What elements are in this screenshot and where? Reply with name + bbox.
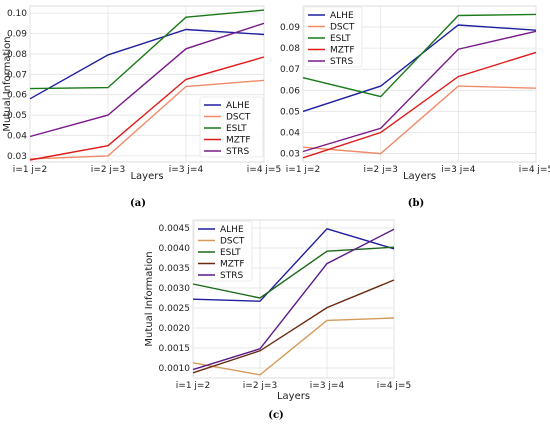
legend-entry: ESLT [226, 124, 247, 134]
y-tick-label: 0.08 [7, 50, 27, 60]
x-tick-label: i=3 j=4 [310, 381, 345, 391]
panel-a: 0.03 0.04 0.05 0.06 0.07 0.08 0.09 0.10 i=1 j=2 i… [2, 5, 281, 209]
legend-entry: STRS [330, 57, 353, 67]
panel-caption: (b) [408, 198, 424, 209]
y-tick-label: 0.0010 [159, 364, 191, 374]
y-tick-label: 0.04 [7, 131, 27, 141]
series-line-alhe [192, 228, 395, 302]
y-tick-label: 0.08 [280, 44, 300, 54]
y-tick-label: 0.0045 [159, 224, 191, 234]
legend-entry: DSCT [220, 237, 245, 247]
series-line-dsct [192, 317, 395, 376]
legend-entry: MZTF [330, 46, 355, 56]
series-line-mztf [29, 56, 265, 161]
legend-entry: MZTF [220, 260, 245, 270]
y-tick-label: 0.05 [7, 111, 27, 121]
series-line-strs [302, 30, 537, 153]
series-line-eslt [192, 246, 395, 299]
y-tick-label: 0.03 [280, 150, 300, 160]
series-line-eslt [29, 9, 265, 90]
x-tick-label: i=4 j=5 [377, 381, 411, 391]
legend-entry: ESLT [330, 34, 351, 44]
series-line-mztf [302, 51, 537, 159]
y-tick-label: 0.0025 [159, 304, 191, 314]
panel-c: 0.0010 0.0015 0.0020 0.0025 0.0030 0.0035 0.00… [144, 219, 411, 421]
y-tick-label: 0.05 [280, 107, 300, 117]
x-tick-label: i=2 j=3 [363, 165, 397, 175]
legend-entry: ESLT [220, 248, 241, 258]
x-tick-label: i=2 j=3 [91, 165, 125, 175]
series-line-alhe [29, 28, 265, 100]
y-tick-label: 0.04 [280, 128, 300, 138]
y-tick-label: 0.06 [280, 86, 300, 96]
y-tick-label: 0.0035 [159, 264, 191, 274]
y-tick-label: 0.0040 [159, 244, 191, 254]
series-line-dsct [29, 79, 265, 160]
legend-box [193, 220, 253, 282]
legend-entry: DSCT [226, 113, 251, 123]
legend-entry: DSCT [330, 23, 355, 33]
legend-entry: ALHE [220, 225, 244, 235]
x-tick-label: i=2 j=3 [243, 381, 277, 391]
x-tick-label: i=1 j=2 [176, 381, 210, 391]
y-tick-label: 0.10 [7, 9, 27, 19]
y-tick-label: 0.0030 [159, 284, 191, 294]
legend-box [199, 96, 264, 158]
y-tick-label: 0.09 [280, 23, 300, 33]
legend-entry: STRS [220, 271, 243, 281]
panel-caption: (a) [130, 198, 146, 209]
x-axis-label: Layers [130, 171, 163, 182]
x-tick-label: i=3 j=4 [441, 165, 476, 175]
series-line-strs [192, 228, 395, 371]
x-axis-label: Layers [277, 391, 310, 402]
series-line-mztf [192, 279, 395, 374]
y-tick-label: 0.0020 [159, 324, 191, 334]
x-axis-label: Layers [403, 171, 436, 182]
panel-caption: (c) [268, 410, 284, 421]
y-axis-label: Mutual Information [144, 251, 155, 346]
x-tick-label: i=3 j=4 [169, 165, 204, 175]
legend-entry: ALHE [330, 11, 354, 21]
y-tick-label: 0.06 [7, 91, 27, 101]
x-tick-label: i=4 j=5 [519, 165, 550, 175]
series-line-strs [29, 22, 265, 138]
y-tick-label: 0.07 [7, 70, 27, 80]
x-tick-label: i=4 j=5 [247, 165, 281, 175]
panel-b: 0.03 0.04 0.05 0.06 0.07 0.08 0.09 i=1 j=2 i=2 j… [280, 5, 550, 209]
legend-box [303, 6, 363, 68]
x-tick-label: i=1 j=2 [13, 165, 47, 175]
y-tick-label: 0.07 [280, 65, 300, 75]
legend-entry: STRS [226, 147, 249, 157]
series-line-dsct [302, 85, 537, 155]
y-axis-label: Mutual Information [2, 36, 13, 131]
legend-entry: ALHE [226, 101, 250, 111]
y-tick-label: 0.09 [7, 30, 27, 40]
x-tick-label: i=1 j=2 [286, 165, 320, 175]
series-line-eslt [302, 13, 537, 98]
y-tick-label: 0.0015 [159, 344, 191, 354]
y-tick-label: 0.03 [7, 152, 27, 162]
legend-entry: MZTF [226, 136, 251, 146]
